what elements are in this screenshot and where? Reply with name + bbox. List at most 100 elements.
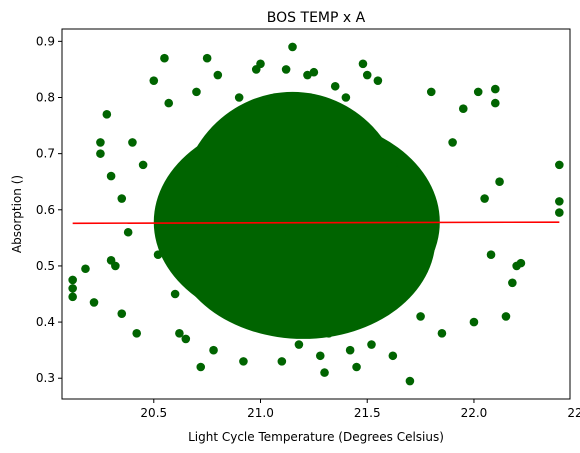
scatter-point [288, 42, 297, 52]
scatter-point [149, 76, 159, 85]
scatter-point [458, 104, 468, 114]
scatter-point [106, 171, 116, 181]
y-tick-label: 0.7 [36, 147, 55, 161]
scatter-point [288, 205, 297, 215]
scatter-point [153, 250, 163, 260]
y-tick-label: 0.8 [36, 90, 55, 104]
scatter-point [102, 110, 112, 119]
scatter-point [324, 329, 334, 338]
scatter-point [281, 65, 291, 74]
scatter-point [490, 84, 500, 94]
scatter-point [260, 98, 270, 108]
scatter-point [170, 289, 180, 299]
dense-point-cluster [170, 136, 436, 339]
scatter-point [388, 351, 398, 361]
scatter-point [164, 98, 174, 108]
scatter-point [245, 244, 255, 254]
scatter-point [352, 362, 361, 372]
scatter-point [111, 261, 120, 271]
scatter-point [117, 309, 127, 318]
scatter-point [320, 261, 329, 271]
scatter-point [394, 295, 404, 304]
scatter-point [330, 183, 340, 192]
scatter-point [175, 329, 184, 338]
scatter-point [277, 357, 287, 366]
scatter-point [508, 278, 517, 288]
scatter-point [202, 53, 212, 63]
scatter-point [294, 340, 304, 349]
y-tick-label: 0.9 [36, 34, 55, 48]
x-tick-label: 21.5 [354, 406, 381, 420]
scatter-point [239, 357, 248, 366]
scatter-point [277, 233, 287, 243]
scatter-point [358, 59, 368, 69]
scatter-point [555, 197, 564, 206]
scatter-point [68, 292, 77, 302]
scatter-point [96, 149, 105, 158]
regression-line [72, 221, 560, 225]
scatter-point [234, 93, 244, 102]
scatter-point [367, 340, 376, 349]
scatter-point [405, 376, 415, 386]
scatter-point [486, 250, 496, 260]
scatter-point [117, 194, 127, 203]
scatter-point [303, 70, 312, 80]
trend-line [72, 221, 560, 225]
scatter-point [315, 351, 325, 361]
scatter-point [234, 177, 244, 187]
scatter-point [437, 329, 447, 338]
scatter-point [256, 205, 265, 215]
scatter-point [132, 329, 142, 338]
scatter-point [123, 227, 133, 237]
scatter-point [330, 81, 340, 91]
y-tick-label: 0.3 [36, 371, 55, 385]
scatter-point [192, 87, 201, 97]
scatter-point [81, 264, 90, 274]
scatter-point [362, 70, 372, 80]
scatter-point [473, 87, 483, 97]
scatter-point [213, 194, 223, 203]
y-axis-label: Absorption () [10, 175, 24, 253]
x-tick-label: 20.5 [140, 406, 167, 420]
y-tick-label: 0.6 [36, 203, 55, 217]
scatter-point [266, 149, 276, 158]
scatter-point [384, 205, 393, 215]
scatter-point [128, 138, 137, 147]
x-tick-label: 22.0 [461, 406, 488, 420]
scatter-point [416, 312, 425, 321]
y-tick-label: 0.5 [36, 259, 55, 273]
scatter-point [213, 70, 223, 80]
scatter-point [209, 345, 218, 355]
scatter-point [373, 76, 383, 85]
scatter-point [555, 160, 564, 170]
scatter-point [426, 87, 436, 97]
scatter-point [89, 298, 99, 307]
scatter-point [298, 216, 308, 226]
scatter-point [96, 138, 105, 147]
scatter-point [448, 138, 457, 147]
scatter-point [256, 59, 265, 69]
scatter-point [266, 317, 276, 327]
scatter-point [341, 222, 351, 231]
scatter-point [68, 275, 77, 285]
scatter-point [501, 312, 511, 321]
scatter-point [490, 98, 500, 108]
scatter-point [138, 160, 148, 170]
x-axis-ticks: 20.5 21.0 21.5 22.0 22.5 [140, 399, 580, 420]
scatter-point [495, 177, 504, 187]
scatter-point [196, 362, 206, 372]
y-tick-label: 0.4 [36, 315, 55, 329]
point-cloud [153, 91, 440, 339]
scatter-point [245, 104, 255, 114]
scatter-point [309, 67, 319, 77]
plot-frame [61, 28, 571, 400]
scatter-point [345, 345, 355, 355]
scatter-point [160, 53, 169, 63]
scatter-point [516, 258, 526, 268]
scatter-point [298, 93, 308, 102]
y-axis-ticks: 0.3 0.4 0.5 0.6 0.7 0.8 0.9 [36, 34, 62, 385]
x-axis-label: Light Cycle Temperature (Degrees Celsius… [188, 430, 444, 444]
scatter-point [320, 368, 329, 377]
scatter-point [309, 289, 319, 299]
